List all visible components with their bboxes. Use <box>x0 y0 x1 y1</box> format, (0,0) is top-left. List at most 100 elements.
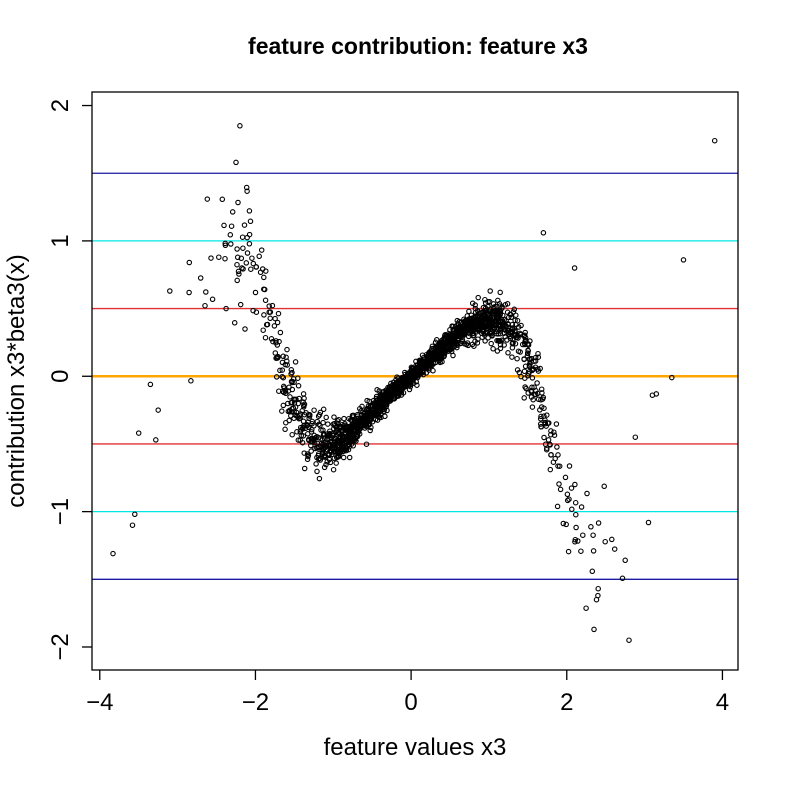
data-point <box>262 297 269 304</box>
data-point <box>535 354 542 360</box>
data-point <box>438 355 445 362</box>
data-point <box>289 406 295 412</box>
data-point <box>351 417 358 424</box>
data-point <box>261 286 268 293</box>
x-tick-label: −2 <box>242 689 269 716</box>
data-point <box>566 496 572 502</box>
data-point <box>376 414 383 421</box>
chart-title: feature contribution: feature x3 <box>248 33 588 59</box>
data-point <box>317 457 324 463</box>
data-point <box>318 427 324 433</box>
data-point <box>283 390 289 397</box>
data-point <box>471 319 478 325</box>
data-point <box>240 245 246 251</box>
data-point <box>246 208 253 214</box>
data-point <box>223 305 229 312</box>
data-point <box>563 521 569 528</box>
data-point <box>487 319 493 326</box>
data-point <box>319 437 325 443</box>
data-point <box>573 511 579 518</box>
data-point <box>447 327 453 333</box>
data-point <box>327 442 333 448</box>
data-points <box>110 123 718 643</box>
data-point <box>334 418 341 424</box>
data-point <box>466 308 472 315</box>
data-point <box>256 253 262 260</box>
data-point <box>514 367 521 373</box>
data-point <box>333 460 339 466</box>
data-point <box>430 367 436 374</box>
data-point <box>531 384 537 390</box>
data-point <box>311 423 317 429</box>
data-point <box>288 367 295 373</box>
data-point <box>514 355 520 362</box>
data-point <box>337 439 343 445</box>
data-point <box>418 365 424 372</box>
data-point <box>538 424 545 430</box>
data-point <box>373 395 380 402</box>
data-point <box>571 265 578 271</box>
data-point <box>335 453 342 459</box>
data-point <box>394 374 400 380</box>
data-point <box>311 439 318 446</box>
data-point <box>321 464 328 471</box>
data-point <box>291 379 297 386</box>
data-point <box>280 402 287 409</box>
data-point <box>550 459 557 465</box>
data-point <box>609 536 615 543</box>
data-point <box>260 327 266 333</box>
data-point <box>222 240 228 247</box>
data-point <box>497 338 503 344</box>
data-point <box>267 309 274 315</box>
data-point <box>237 301 244 308</box>
data-point <box>282 426 288 433</box>
data-point <box>311 432 318 439</box>
data-point <box>298 427 304 433</box>
data-point <box>290 376 297 382</box>
data-point <box>324 446 331 453</box>
data-point <box>338 423 344 430</box>
data-point <box>241 222 248 228</box>
data-point <box>537 416 544 422</box>
data-point <box>459 338 465 345</box>
data-point <box>413 362 419 369</box>
data-point <box>326 430 333 437</box>
data-point <box>475 294 481 301</box>
data-point <box>314 468 320 475</box>
data-point <box>267 315 273 322</box>
data-point <box>433 337 440 343</box>
data-point <box>496 301 503 307</box>
data-point <box>280 383 287 390</box>
data-point <box>589 568 596 575</box>
data-point <box>551 429 557 435</box>
data-point <box>330 449 337 455</box>
data-point <box>348 437 354 443</box>
data-point <box>495 319 502 326</box>
data-point <box>490 346 496 352</box>
data-point <box>680 257 687 263</box>
data-point <box>445 348 452 354</box>
y-axis: −2 −1 0 1 2 <box>47 99 92 661</box>
data-point <box>475 336 481 342</box>
data-point <box>279 373 285 380</box>
data-point <box>234 261 240 268</box>
data-point <box>342 420 348 427</box>
data-point <box>286 384 292 391</box>
data-point <box>244 250 251 256</box>
data-point <box>349 412 356 419</box>
data-point <box>279 367 286 373</box>
data-point <box>266 303 272 309</box>
data-point <box>487 288 493 294</box>
data-point <box>276 338 282 345</box>
data-point <box>529 404 536 410</box>
data-point <box>306 415 312 422</box>
data-point <box>669 374 675 381</box>
data-point <box>632 434 639 440</box>
data-point <box>392 384 398 391</box>
data-point <box>280 374 287 381</box>
data-point <box>547 466 554 473</box>
data-point <box>595 592 601 599</box>
data-point <box>301 465 308 472</box>
data-point <box>355 429 362 435</box>
data-point <box>153 437 159 443</box>
